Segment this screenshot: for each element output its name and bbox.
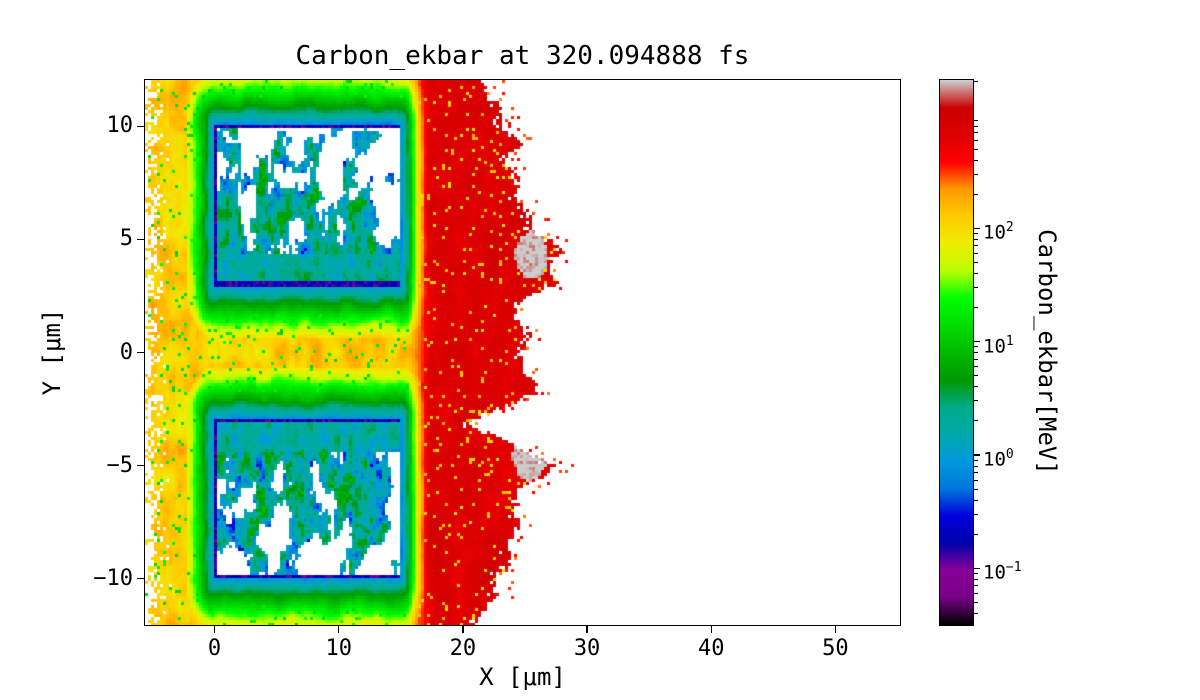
colorbar-minor-tick-mark	[974, 358, 978, 360]
colorbar-minor-tick-mark	[974, 386, 978, 388]
colorbar-minor-tick-mark	[974, 159, 978, 161]
x-tick-mark	[834, 626, 837, 633]
colorbar-minor-tick-mark	[974, 307, 978, 309]
x-tick-mark	[586, 626, 588, 633]
colorbar-tick-label: 101	[983, 333, 1014, 358]
colorbar-minor-tick-mark	[974, 262, 978, 264]
colorbar-minor-tick-mark	[974, 193, 978, 195]
x-tick-label: 0	[207, 636, 222, 661]
y-tick-mark	[137, 351, 144, 354]
colorbar-minor-tick-mark	[974, 119, 978, 121]
colorbar-tick-mark	[974, 454, 980, 456]
x-tick-label: 30	[573, 636, 601, 661]
y-tick-label: 0	[119, 339, 133, 365]
colorbar-minor-tick-mark	[974, 253, 978, 255]
colorbar-minor-tick-mark	[974, 80, 978, 82]
colorbar-minor-tick-mark	[974, 346, 978, 348]
colorbar-minor-tick-mark	[974, 245, 978, 247]
plot-frame	[144, 79, 901, 626]
x-tick-label: 40	[698, 636, 725, 661]
x-tick-mark	[710, 626, 712, 633]
colorbar-minor-tick-mark	[974, 366, 978, 368]
colorbar-minor-tick-mark	[974, 592, 978, 594]
colorbar-minor-tick-mark	[974, 513, 978, 515]
colorbar-canvas	[940, 80, 973, 625]
colorbar-tick-mark	[974, 567, 980, 569]
colorbar-minor-tick-mark	[974, 125, 978, 127]
colorbar-minor-tick-mark	[974, 499, 978, 501]
colorbar-minor-tick-mark	[974, 287, 978, 289]
colorbar-tick-label: 10−1	[983, 560, 1022, 584]
colorbar-tick-label: 102	[983, 220, 1014, 244]
y-tick-label: −5	[106, 452, 134, 478]
colorbar-minor-tick-mark	[974, 132, 978, 134]
colorbar-minor-tick-mark	[974, 585, 978, 587]
colorbar-label: Carbon_ekbar[MeV]	[1033, 229, 1061, 475]
colorbar-tick-mark	[974, 341, 980, 343]
colorbar-minor-tick-mark	[974, 612, 978, 614]
y-tick-label: 10	[106, 113, 134, 139]
colorbar-minor-tick-mark	[974, 375, 978, 377]
colorbar-minor-tick-mark	[974, 601, 978, 603]
colorbar-minor-tick-mark	[974, 465, 978, 467]
colorbar-minor-tick-mark	[974, 578, 978, 580]
x-tick-label: 10	[325, 636, 352, 661]
colorbar-minor-tick-mark	[974, 420, 978, 422]
x-tick-mark	[213, 626, 216, 633]
colorbar-minor-tick-mark	[974, 533, 978, 535]
colorbar-minor-tick-mark	[974, 479, 978, 481]
chart-title: Carbon_ekbar at 320.094888 fs	[295, 41, 750, 71]
colorbar-minor-tick-mark	[974, 488, 978, 490]
y-tick-mark	[137, 464, 144, 467]
colorbar-minor-tick-mark	[974, 472, 978, 474]
y-tick-mark	[137, 238, 144, 241]
x-tick-label: 20	[449, 636, 477, 661]
colorbar-minor-tick-mark	[974, 139, 978, 141]
colorbar-minor-tick-mark	[974, 173, 978, 175]
colorbar-minor-tick-mark	[974, 459, 978, 461]
x-tick-label: 50	[822, 636, 849, 661]
colorbar-tick-mark	[974, 227, 980, 230]
colorbar	[939, 79, 974, 626]
x-tick-mark	[337, 626, 340, 633]
colorbar-minor-tick-mark	[974, 238, 978, 240]
colorbar-minor-tick-mark	[974, 148, 978, 150]
y-tick-mark	[137, 125, 144, 128]
colorbar-minor-tick-mark	[974, 352, 978, 354]
y-tick-label: 5	[119, 226, 133, 252]
y-tick-mark	[137, 577, 144, 580]
heatmap-canvas	[145, 80, 900, 625]
y-tick-label: −10	[93, 565, 133, 591]
colorbar-minor-tick-mark	[974, 400, 978, 402]
x-tick-mark	[462, 626, 464, 633]
x-axis-label: X [μm]	[479, 663, 566, 691]
colorbar-minor-tick-mark	[974, 573, 978, 575]
colorbar-minor-tick-mark	[974, 233, 978, 235]
colorbar-minor-tick-mark	[974, 273, 978, 275]
colorbar-tick-label: 100	[983, 447, 1014, 471]
